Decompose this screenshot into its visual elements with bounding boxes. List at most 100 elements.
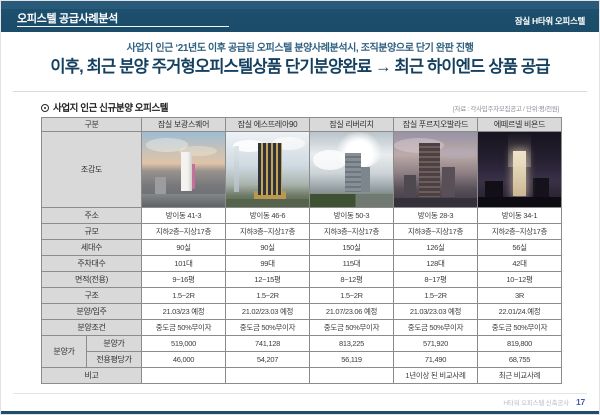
- rendering-cell-2: [309, 131, 394, 208]
- cell-price-per-pyeong-3: 71,490: [393, 351, 478, 368]
- ground-shape: [310, 193, 393, 207]
- row-label-r1: 규모: [41, 223, 142, 240]
- cell-remark-1: [225, 367, 310, 384]
- cell-r1-2: 지하3층~지상17층: [309, 223, 394, 240]
- building-rendering-0: [142, 132, 225, 207]
- cell-price-per-pyeong-0: 46,000: [141, 351, 226, 368]
- cell-r6-3: 21.03/23.03 예정: [393, 303, 478, 320]
- building-rendering-2: [310, 132, 393, 207]
- cell-price-4: 819,800: [477, 335, 562, 352]
- building-shape: [257, 142, 283, 195]
- cell-remark-3: 1년이상 된 비교사례: [393, 367, 478, 384]
- building-shape: [512, 150, 527, 196]
- cell-r7-4: 중도금 50%무이자: [477, 319, 562, 336]
- rendering-cell-4: [477, 131, 562, 208]
- cell-r6-1: 21.02/23.03 예정: [225, 303, 310, 320]
- row-label-r4: 면적(전용): [41, 271, 142, 288]
- cell-r0-4: 방이동 34-1: [477, 207, 562, 224]
- building-shape: [418, 143, 441, 198]
- cell-price-3: 571,920: [393, 335, 478, 352]
- row-sublabel-price: 분양가: [86, 335, 142, 352]
- footer-divider: [13, 393, 587, 394]
- page-number: 17: [575, 397, 585, 407]
- ground-shape: [478, 197, 561, 207]
- cell-r0-0: 방이동 41-3: [141, 207, 226, 224]
- corner-header: 구분: [41, 117, 142, 132]
- bottom-accent-bar: [1, 411, 599, 414]
- cell-r2-1: 90실: [225, 239, 310, 256]
- cell-r3-4: 42대: [477, 255, 562, 272]
- row-label-remark: 비고: [41, 367, 142, 384]
- cell-r7-2: 중도금 50%무이자: [309, 319, 394, 336]
- source-note: [자료 : 각사입주자모집공고 / 단위:평/천원]: [453, 106, 559, 113]
- cell-r1-4: 지하2층~지상17층: [477, 223, 562, 240]
- cell-r3-1: 99대: [225, 255, 310, 272]
- cell-r6-4: 22.01/24.예정: [477, 303, 562, 320]
- cell-r4-1: 12~15평: [225, 271, 310, 288]
- headline-subtitle: 사업지 인근 ‘21년도 이후 공급된 오피스텔 분양사례분석시, 조직분양으로…: [126, 43, 474, 54]
- row-label-rendering: 조감도: [41, 131, 142, 208]
- circle-bullet-icon: [41, 104, 49, 112]
- cell-r4-4: 10~12평: [477, 271, 562, 288]
- cloud-shape: [313, 150, 347, 170]
- cell-price-per-pyeong-2: 56,119: [309, 351, 394, 368]
- cell-r5-0: 1.5~2R: [141, 287, 226, 304]
- ground-shape: [394, 198, 477, 207]
- cell-r1-3: 지하3층~지상17층: [393, 223, 478, 240]
- cell-r0-2: 방이동 50-3: [309, 207, 394, 224]
- row-label-r0: 주소: [41, 207, 142, 224]
- table-header: 구분 잠실 보광스퀘어 잠실 에스뜨레아90 잠실 리버리치 잠실 푸르지오발라드 에떼르…: [41, 117, 562, 132]
- building-shape: [181, 151, 192, 191]
- cell-remark-0: [141, 367, 226, 384]
- cell-r6-0: 21.03/23 예정: [141, 303, 226, 320]
- cell-r7-3: 중도금 50%무이자: [393, 319, 478, 336]
- cell-r0-3: 방이동 28-3: [393, 207, 478, 224]
- project-name: 잠실 H타워 오피스텔: [514, 16, 585, 26]
- cell-price-per-pyeong-4: 68,755: [477, 351, 562, 368]
- cell-r5-4: 3R: [477, 287, 562, 304]
- headline-divider: [13, 91, 587, 92]
- cell-r2-2: 150실: [309, 239, 394, 256]
- section-title: 사업지 인근 신규분양 오피스텔: [41, 100, 169, 114]
- row-label-price-group: 분양가: [41, 335, 87, 368]
- section-title-text: 사업지 인근 신규분양 오피스텔: [53, 103, 169, 114]
- building-column-header-1: 잠실 에스뜨레아90: [225, 117, 310, 132]
- rendering-cell-3: [393, 131, 478, 208]
- cell-remark-4: 최근 비교사례: [477, 367, 562, 384]
- cloud-shape: [179, 145, 217, 156]
- cell-r5-2: 1.5~2R: [309, 287, 394, 304]
- cell-price-0: 519,000: [141, 335, 226, 352]
- rendering-cell-1: [225, 131, 310, 208]
- building-shape: [484, 180, 503, 198]
- footer: H타워 오피스텔 신축공사 17: [503, 397, 585, 407]
- building-rendering-1: [226, 132, 309, 207]
- row-label-r3: 주차대수: [41, 255, 142, 272]
- slide-title-underline: [17, 26, 229, 27]
- building-shape: [155, 177, 167, 194]
- cell-r4-0: 9~16평: [141, 271, 226, 288]
- cell-r2-4: 56실: [477, 239, 562, 256]
- building-shape: [361, 166, 370, 192]
- cell-r4-3: 8~17평: [393, 271, 478, 288]
- footer-label: H타워 오피스텔 신축공사: [503, 400, 569, 407]
- cell-r6-2: 21.07/23.06 예정: [309, 303, 394, 320]
- cell-r3-3: 128대: [393, 255, 478, 272]
- building-shape: [254, 191, 286, 199]
- light-beam-shape: [507, 132, 532, 167]
- building-shape: [191, 163, 196, 189]
- building-column-header-3: 잠실 푸르지오발라드: [393, 117, 478, 132]
- slide-title: 오피스텔 공급사례분석: [17, 13, 118, 25]
- row-label-r2: 세대수: [41, 239, 142, 256]
- building-shape: [234, 145, 240, 192]
- building-rendering-4: [478, 132, 561, 207]
- building-column-header-2: 잠실 리버리치: [309, 117, 394, 132]
- top-band: 오피스텔 공급사례분석 잠실 H타워 오피스텔: [1, 1, 599, 32]
- cell-r3-2: 115대: [309, 255, 394, 272]
- building-shape: [532, 177, 550, 198]
- rendering-cell-0: [141, 131, 226, 208]
- cell-price-2: 813,225: [309, 335, 394, 352]
- building-shape: [403, 174, 416, 198]
- building-rendering-3: [394, 132, 477, 207]
- ground-shape: [142, 193, 225, 207]
